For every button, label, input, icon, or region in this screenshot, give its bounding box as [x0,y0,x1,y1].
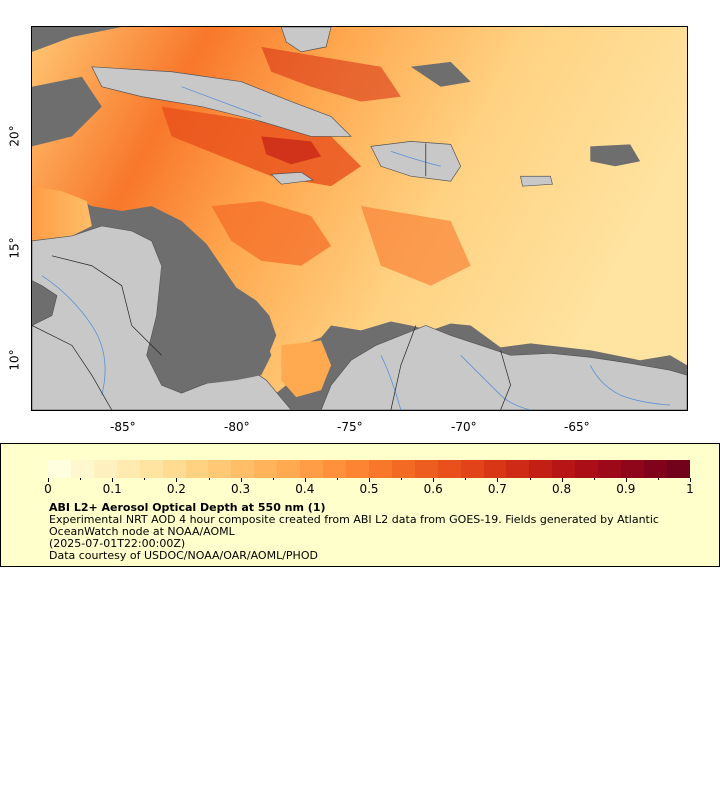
colorbar-segment [185,460,209,478]
aod-high-streak-4 [211,201,332,266]
aod-high-streak-2 [261,136,322,165]
colorbar-segment [139,460,163,478]
aod-high-streak-1 [161,106,361,187]
colorbar-segment [254,460,278,478]
puerto-rico-land [520,175,553,187]
lat-tick-label: 10° [7,349,22,371]
colorbar-segment [598,460,622,478]
colorbar-major-tick [240,478,242,482]
aod-high-streak-5 [360,206,471,286]
aod-field-coastal [32,186,92,246]
colorbar-tick-label: 1 [686,482,694,496]
lon-tick-label: -70° [451,420,477,434]
colorbar-segment [575,460,599,478]
colorbar-segment [483,460,507,478]
colorbar-segment [506,460,530,478]
colorbar-major-tick [497,478,499,482]
colorbar-tick-label: 0.1 [102,482,122,496]
colorbar-tick-label: 0.4 [295,482,315,496]
colorbar-segment [70,460,94,478]
colorbar-segment [116,460,140,478]
lat-tick-label: 15° [7,237,22,259]
colorbar-minor-tick [657,478,659,480]
colorbar-segment [323,460,346,478]
colorbar-segment [345,460,369,478]
colorbar-minor-tick [336,478,338,480]
colorbar-major-tick [561,478,563,482]
colorbar-tick-label: 0 [44,482,52,496]
no-data-patch-2 [410,61,471,87]
colorbar-segment [437,460,461,478]
colorbar-major-tick [48,478,49,482]
colorbar-minor-tick [593,478,595,480]
colorbar-tick-label: 0.3 [231,482,251,496]
colorbar-minor-tick [144,478,146,480]
colorbar-segment [552,460,576,478]
lat-tick-label: 20° [7,125,22,147]
lon-tick-label: -65° [564,420,590,434]
colorbar-major-tick [176,478,178,482]
colorbar-major-tick [625,478,627,482]
colorbar-segment [666,460,690,478]
colorbar-major-tick [369,478,370,482]
colorbar-segment [48,460,71,478]
hispaniola-land [370,141,462,182]
borders [32,143,511,410]
colorbar-segment [277,460,301,478]
colorbar-minor-tick [465,478,467,480]
colorbar-segment [643,460,667,478]
colorbar-minor-tick [529,478,531,480]
lon-tick-label: -80° [224,420,250,434]
colorbar-major-tick [690,478,691,482]
legend-box: 0 0.1 0.2 0.3 0.4 0.5 0.6 0.7 0.8 0.9 1 ABI L2+ Ae… [0,443,720,567]
colorbar-segment [208,460,232,478]
colorbar-segment [300,460,324,478]
aod-map [31,26,688,411]
colorbar-tick-label: 0.8 [552,482,572,496]
colorbar-segment [231,460,255,478]
colorbar-segment [368,460,392,478]
aod-high-streak-3 [261,46,401,102]
legend-title: ABI L2+ Aerosol Optical Depth at 550 nm … [49,501,326,514]
colorbar-minor-tick [401,478,403,480]
colorbar-minor-tick [272,478,274,480]
colorbar-tick-label: 0.5 [359,482,379,496]
legend-credit: Data courtesy of USDOC/NOAA/OAR/AOML/PHO… [49,549,318,562]
colorbar-segment [391,460,415,478]
no-data-patch-1 [590,144,641,167]
no-data-west [32,76,102,147]
colorbar-segment [621,460,644,478]
caribbean-no-data [156,250,272,386]
colorbar-tick-label: 0.2 [166,482,186,496]
rivers [41,86,671,410]
colorbar-major-tick [433,478,435,482]
south-america-land [320,325,687,410]
legend-time: (2025-07-01T22:00:00Z) [49,537,186,550]
colorbar-segment [529,460,553,478]
lon-tick-label: -85° [110,420,136,434]
colorbar-tick-label: 0.7 [487,482,507,496]
colorbar-segment [93,460,117,478]
lon-tick-label: -75° [337,420,363,434]
colorbar-major-tick [112,478,114,482]
aod-field-nicaragua [281,340,332,398]
colorbar-minor-tick [208,478,210,480]
jamaica-land [270,171,315,185]
colorbar-segment [460,460,484,478]
colorbar-tick-label: 0.6 [423,482,443,496]
colorbar-major-tick [304,478,306,482]
florida-land [280,27,332,53]
colorbar [48,460,690,478]
legend-description: Experimental NRT AOD 4 hour composite cr… [49,513,659,538]
colorbar-minor-tick [80,478,82,480]
map-svg [32,27,687,410]
colorbar-tick-label: 0.9 [616,482,636,496]
colorbar-segment [162,460,186,478]
colorbar-segment [414,460,438,478]
